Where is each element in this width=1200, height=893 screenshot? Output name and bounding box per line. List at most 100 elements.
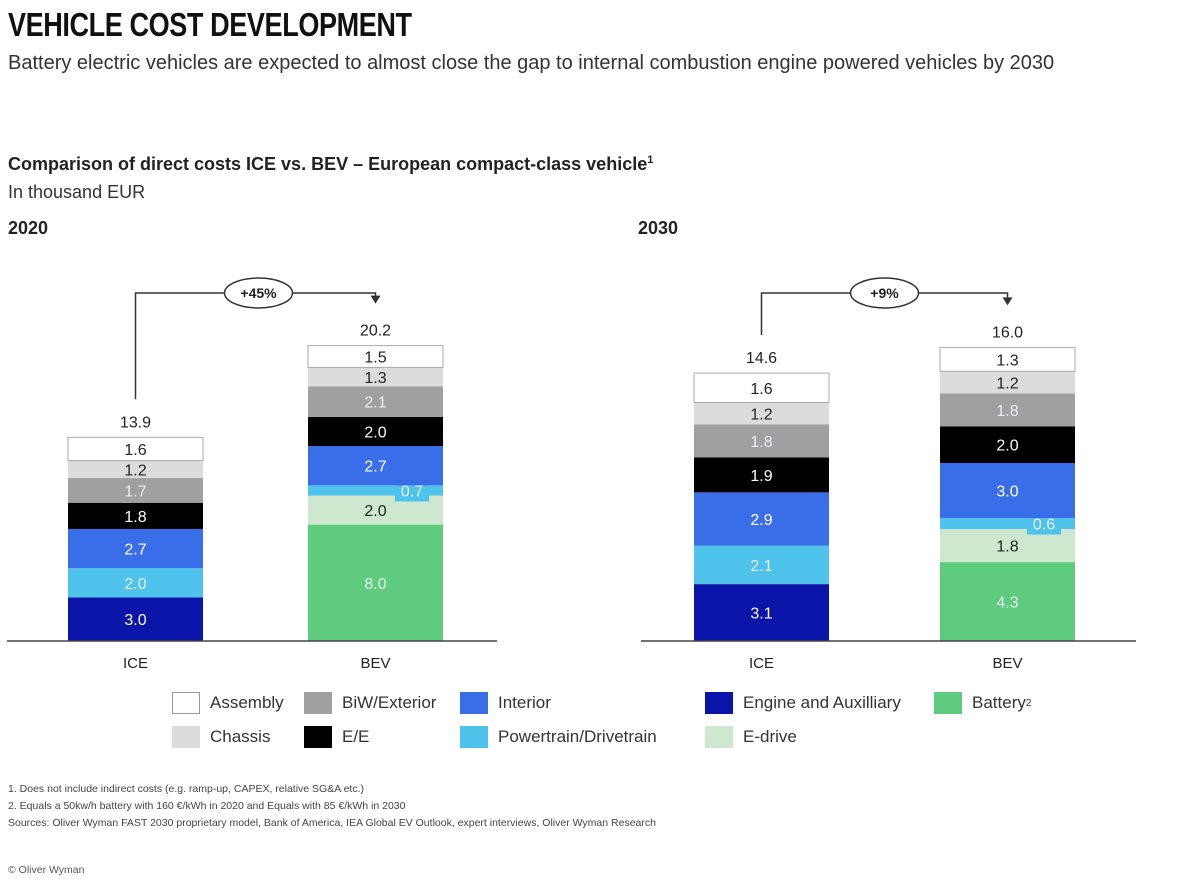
panel-year-2020: 2020 [8,218,49,238]
legend-item-chassis: Chassis [172,726,270,748]
bar-segment-chassis [694,402,829,425]
bar-segment-biw-exterior [694,424,829,458]
segment-value-label: 2.0 [364,424,386,441]
segment-value-label: 4.3 [996,595,1018,612]
segment-value-label: 1.2 [750,406,772,423]
chart-title-text: Comparison of direct costs ICE vs. BEV –… [8,154,648,174]
bar-segment-biw-exterior [940,393,1075,427]
bar-segment-biw-exterior [68,478,203,503]
change-bubble [849,277,920,309]
legend-item-engine: Engine and Auxilliary [705,692,901,714]
bar-segment-assembly [307,345,444,368]
bar-segment-e-e [308,416,443,447]
segment-value-label: 1.8 [996,403,1018,420]
segment-value-label: 1.9 [750,468,772,485]
bar-segment-e-e [68,502,203,529]
bar-segment-assembly [939,346,1076,372]
legend-swatch-battery [934,692,962,714]
bar-segment-battery [308,524,443,641]
bar-segment-interior [68,528,203,569]
segment-value-label: 1.5 [364,350,386,367]
unit-label: In thousand EUR [8,182,146,202]
segment-value-label: 3.0 [124,612,146,629]
bar-segment-engine-and-auxilliary [68,597,203,641]
segment-value-label: 1.2 [124,462,146,479]
bar-segment-powertrain-drivetrain [940,518,1075,530]
legend-swatch-chassis [172,726,200,748]
page-title: VEHICLE COST DEVELOPMENT [8,6,412,43]
bar-segment-chassis [940,371,1075,394]
bar-total-label: 16.0 [992,324,1023,341]
legend-item-edrive: E-drive [705,726,797,748]
legend-label: E-drive [743,727,797,746]
segment-value-label: 2.0 [364,503,386,520]
bar-segment-interior [694,492,829,546]
footnote-2: 2. Equals a 50kw/h battery with 160 €/kW… [8,800,406,812]
legend-label: Chassis [210,727,271,746]
segment-value-label: 2.1 [364,395,386,412]
legend-label: BiW/Exterior [342,693,437,712]
bar-segment-chassis [308,367,443,387]
segment-callout-box [1027,512,1061,535]
segment-value-label: 0.6 [1033,517,1055,534]
chart-title-footnote: 1 [647,154,654,166]
legend-swatch-powertrain [460,726,488,748]
category-label-ice: ICE [123,655,148,672]
legend-item-interior: Interior [460,692,551,714]
bar-segment-battery [940,562,1075,641]
bar-segment-e-e [694,457,829,493]
bar-total-label: 20.2 [360,323,391,340]
legend: Assembly Chassis BiW/Exterior E/E Interi… [172,692,1072,754]
page-subtitle: Battery electric vehicles are expected t… [8,52,1055,74]
segment-value-label: 0.7 [401,483,423,500]
legend-label: Engine and Auxilliary [743,693,901,712]
bar-segment-interior [940,463,1075,519]
segment-value-label: 2.7 [124,542,146,559]
bar-total-label: 13.9 [120,414,151,431]
sources: Sources: Oliver Wyman FAST 2030 propriet… [8,817,656,829]
bar-total-label: 14.6 [746,350,777,367]
segment-value-label: 2.1 [750,558,772,575]
legend-item-ee: E/E [304,726,369,748]
segment-value-label: 2.7 [364,459,386,476]
legend-footnote: 2 [1025,697,1032,709]
bar-segment-e-drive [940,529,1075,563]
footnote-1: 1. Does not include indirect costs (e.g.… [8,783,364,795]
segment-value-label: 2.9 [750,512,772,529]
segment-value-label: 2.0 [996,438,1018,455]
change-bubble [223,277,294,309]
bar-segment-biw-exterior [308,386,443,417]
segment-value-label: 3.1 [750,606,772,623]
bar-segment-powertrain-drivetrain [694,545,829,585]
segment-value-label: 1.8 [124,509,146,526]
legend-label: Interior [498,693,551,712]
bar-segment-e-e [940,426,1075,464]
footnotes: 1. Does not include indirect costs (e.g.… [8,781,656,832]
bar-segment-powertrain-drivetrain [308,485,443,496]
legend-swatch-assembly [172,692,200,714]
legend-item-battery: Battery 2 [934,692,1031,714]
segment-value-label: 2.0 [124,576,146,593]
bar-segment-powertrain-drivetrain [68,568,203,598]
arrow-down-icon [1002,297,1013,306]
category-label-bev: BEV [992,655,1022,672]
segment-value-label: 1.3 [996,352,1018,369]
bar-segment-assembly [67,436,204,462]
bar-segment-chassis [68,460,203,479]
legend-swatch-edrive [705,726,733,748]
legend-swatch-ee [304,726,332,748]
bar-segment-assembly [693,372,830,403]
category-label-bev: BEV [360,655,390,672]
legend-label: Powertrain/Drivetrain [498,727,657,746]
segment-value-label: 8.0 [364,576,386,593]
legend-item-powertrain: Powertrain/Drivetrain [460,726,657,748]
bar-segment-interior [308,446,443,486]
legend-label: E/E [342,727,370,746]
segment-value-label: 1.2 [996,375,1018,392]
chart-title: Comparison of direct costs ICE vs. BEV –… [8,154,653,175]
segment-value-label: 1.8 [750,434,772,451]
arrow-down-icon [370,295,381,304]
legend-item-assembly: Assembly [172,692,284,714]
legend-label: Assembly [210,693,284,712]
